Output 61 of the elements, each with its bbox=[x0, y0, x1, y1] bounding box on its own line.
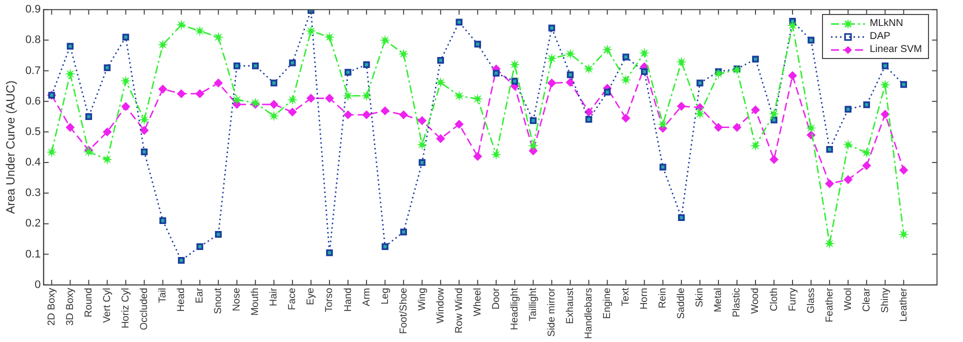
x-tick-label: Tail bbox=[158, 288, 169, 303]
x-tick-label: Nose bbox=[232, 287, 243, 312]
x-tick-label: Taillight bbox=[528, 288, 539, 322]
x-tick-label: Headlight bbox=[509, 288, 520, 330]
y-tick-label: 0.5 bbox=[25, 126, 41, 138]
x-tick-label: Saddle bbox=[676, 287, 688, 319]
x-tick-label: Feather bbox=[824, 287, 836, 322]
y-tick-label: 0.4 bbox=[25, 156, 41, 169]
x-tick-label: Furry bbox=[787, 288, 798, 312]
y-tick-label: 0.7 bbox=[25, 64, 41, 77]
x-tick-label: Torso bbox=[324, 287, 336, 312]
x-tick-label: 2D Boxy bbox=[46, 288, 58, 326]
x-tick-label: Occluded bbox=[139, 288, 150, 330]
x-tick-label: Plastic bbox=[732, 288, 743, 318]
y-tick-label: 0.2 bbox=[25, 218, 41, 230]
legend-label: DAP bbox=[870, 30, 890, 43]
y-tick-label: 0.8 bbox=[25, 34, 41, 46]
x-tick-label: Rein bbox=[658, 288, 669, 308]
legend-label: MLkNN bbox=[870, 17, 904, 30]
x-tick-label: Side mirror bbox=[546, 287, 558, 337]
x-tick-label: Foot/Shoe bbox=[398, 287, 410, 334]
x-tick-label: Horiz Cyl bbox=[120, 288, 132, 328]
x-tick-label: Metal bbox=[713, 288, 724, 312]
x-tick-label: Horn bbox=[639, 288, 650, 310]
y-tick-label: 0 bbox=[34, 278, 41, 291]
x-tick-label: Clear bbox=[861, 287, 872, 312]
x-tick-label: Head bbox=[176, 288, 188, 312]
x-tick-label: Vert Cyl bbox=[102, 288, 113, 323]
x-tick-label: Round bbox=[83, 288, 94, 318]
x-tick-label: Window bbox=[435, 287, 446, 324]
x-tick-label: Handlebars bbox=[584, 288, 595, 340]
x-tick-label: Skin bbox=[694, 288, 706, 308]
x-tick-label: Wool bbox=[842, 288, 854, 310]
x-tick-label: Arm bbox=[361, 288, 372, 306]
x-tick-label: 3D Boxy bbox=[64, 288, 76, 326]
x-tick-label: Wheel bbox=[472, 288, 484, 316]
x-tick-label: Shiny bbox=[880, 288, 891, 313]
x-tick-label: Hair bbox=[268, 287, 280, 306]
x-tick-label: Leg bbox=[380, 288, 391, 305]
x-tick-label: Leather bbox=[898, 287, 910, 322]
x-tick-label: Face bbox=[287, 287, 298, 310]
x-tick-label: Snout bbox=[213, 288, 224, 314]
x-tick-label: Eye bbox=[306, 287, 317, 306]
x-tick-label: Wood bbox=[750, 288, 762, 314]
x-tick-label: Exhaust bbox=[565, 288, 576, 324]
legend-label: Linear SVM bbox=[870, 43, 922, 56]
y-tick-label: 0.6 bbox=[25, 95, 41, 108]
y-tick-label: 0.3 bbox=[25, 187, 41, 200]
x-tick-label: Hand bbox=[342, 288, 354, 312]
x-tick-label: Cloth bbox=[768, 288, 780, 312]
x-tick-label: Mouth bbox=[250, 288, 262, 316]
y-axis-title: Area Under Curve (AUC) bbox=[4, 80, 18, 214]
y-tick-label: 0.1 bbox=[25, 248, 41, 260]
x-tick-label: Ear bbox=[194, 287, 206, 304]
x-tick-label: Glass bbox=[806, 288, 817, 314]
x-tick-label: Engine bbox=[602, 287, 614, 319]
x-tick-label: Door bbox=[490, 287, 502, 310]
x-tick-label: Wing bbox=[416, 288, 428, 311]
y-tick-label: 0.9 bbox=[25, 4, 41, 16]
x-tick-label: Text bbox=[620, 288, 632, 306]
x-tick-label: Row Wind bbox=[454, 288, 465, 334]
